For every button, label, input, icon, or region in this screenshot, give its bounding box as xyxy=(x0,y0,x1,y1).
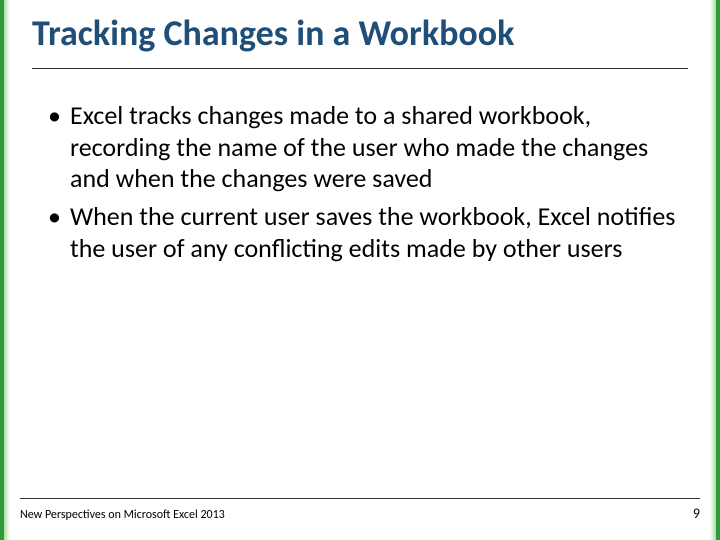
slide: Tracking Changes in a Workbook Excel tra… xyxy=(0,0,720,540)
title-area: Tracking Changes in a Workbook xyxy=(32,14,688,69)
footer-row: New Perspectives on Microsoft Excel 2013… xyxy=(20,505,700,522)
right-edge-stripe xyxy=(710,0,720,540)
footer-text: New Perspectives on Microsoft Excel 2013 xyxy=(20,508,225,522)
page-number: 9 xyxy=(693,505,700,522)
slide-title: Tracking Changes in a Workbook xyxy=(32,14,688,64)
footer-rule xyxy=(20,498,700,499)
left-edge-stripe xyxy=(0,0,10,540)
body-area: Excel tracks changes made to a shared wo… xyxy=(42,100,678,271)
title-underline xyxy=(32,68,688,69)
bullet-list: Excel tracks changes made to a shared wo… xyxy=(42,100,678,265)
footer-area: New Perspectives on Microsoft Excel 2013… xyxy=(20,498,700,522)
bullet-item: Excel tracks changes made to a shared wo… xyxy=(42,100,678,195)
bullet-item: When the current user saves the workbook… xyxy=(42,201,678,264)
